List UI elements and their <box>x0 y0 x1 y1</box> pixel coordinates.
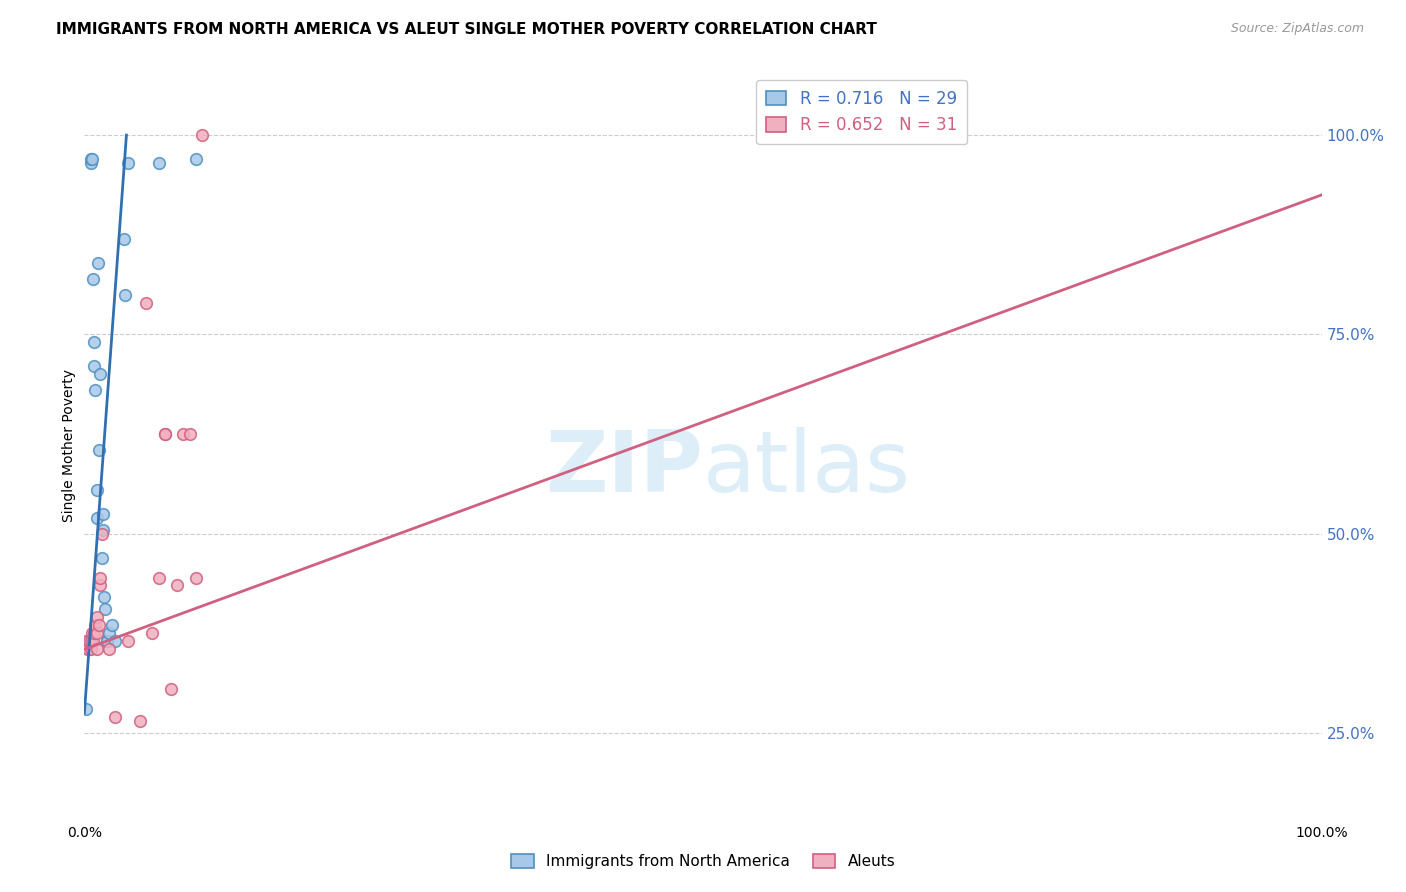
Point <box>79 156 101 170</box>
Point <box>86 610 108 624</box>
Point <box>86 626 108 640</box>
Point <box>141 626 163 640</box>
Point <box>96 634 118 648</box>
Point <box>129 714 152 728</box>
Point <box>117 634 139 648</box>
Point <box>82 634 104 648</box>
Point <box>79 634 101 648</box>
Point <box>153 427 176 442</box>
Point <box>79 152 101 166</box>
Point <box>87 255 110 269</box>
Point <box>184 152 207 166</box>
Point <box>100 618 122 632</box>
Point <box>91 507 114 521</box>
Point <box>93 591 115 605</box>
Point <box>83 626 105 640</box>
Point <box>80 152 103 166</box>
Point <box>89 618 111 632</box>
Point <box>160 682 183 697</box>
Point <box>89 570 111 584</box>
Point <box>153 427 176 442</box>
Point <box>80 626 103 640</box>
Point <box>82 271 104 285</box>
Text: Source: ZipAtlas.com: Source: ZipAtlas.com <box>1230 22 1364 36</box>
Point <box>191 128 214 142</box>
Point <box>104 634 127 648</box>
Point <box>184 570 207 584</box>
Point <box>135 295 157 310</box>
Point <box>86 642 108 657</box>
Point <box>84 383 107 397</box>
Text: ZIP: ZIP <box>546 427 703 510</box>
Point <box>104 710 127 724</box>
Point <box>166 578 188 592</box>
Point <box>98 626 121 640</box>
Point <box>83 359 105 374</box>
Point <box>94 602 117 616</box>
Point <box>75 634 97 648</box>
Point <box>98 642 121 657</box>
Point <box>79 642 101 657</box>
Y-axis label: Single Mother Poverty: Single Mother Poverty <box>62 369 76 523</box>
Legend: Immigrants from North America, Aleuts: Immigrants from North America, Aleuts <box>505 848 901 875</box>
Point <box>148 570 170 584</box>
Point <box>79 634 101 648</box>
Point <box>89 578 111 592</box>
Point <box>179 427 201 442</box>
Point <box>90 526 112 541</box>
Point <box>77 642 100 657</box>
Point <box>77 642 100 657</box>
Point <box>114 287 136 301</box>
Text: IMMIGRANTS FROM NORTH AMERICA VS ALEUT SINGLE MOTHER POVERTY CORRELATION CHART: IMMIGRANTS FROM NORTH AMERICA VS ALEUT S… <box>56 22 877 37</box>
Point <box>89 368 111 382</box>
Text: atlas: atlas <box>703 427 911 510</box>
Point <box>112 232 135 246</box>
Legend: R = 0.716   N = 29, R = 0.652   N = 31: R = 0.716 N = 29, R = 0.652 N = 31 <box>756 79 967 144</box>
Point <box>117 156 139 170</box>
Point <box>84 618 107 632</box>
Point <box>83 335 105 350</box>
Point <box>148 156 170 170</box>
Point <box>86 510 108 524</box>
Point <box>86 483 108 497</box>
Point <box>89 442 111 457</box>
Point <box>91 523 114 537</box>
Point <box>172 427 194 442</box>
Point <box>90 550 112 565</box>
Point <box>75 702 97 716</box>
Point <box>96 634 118 648</box>
